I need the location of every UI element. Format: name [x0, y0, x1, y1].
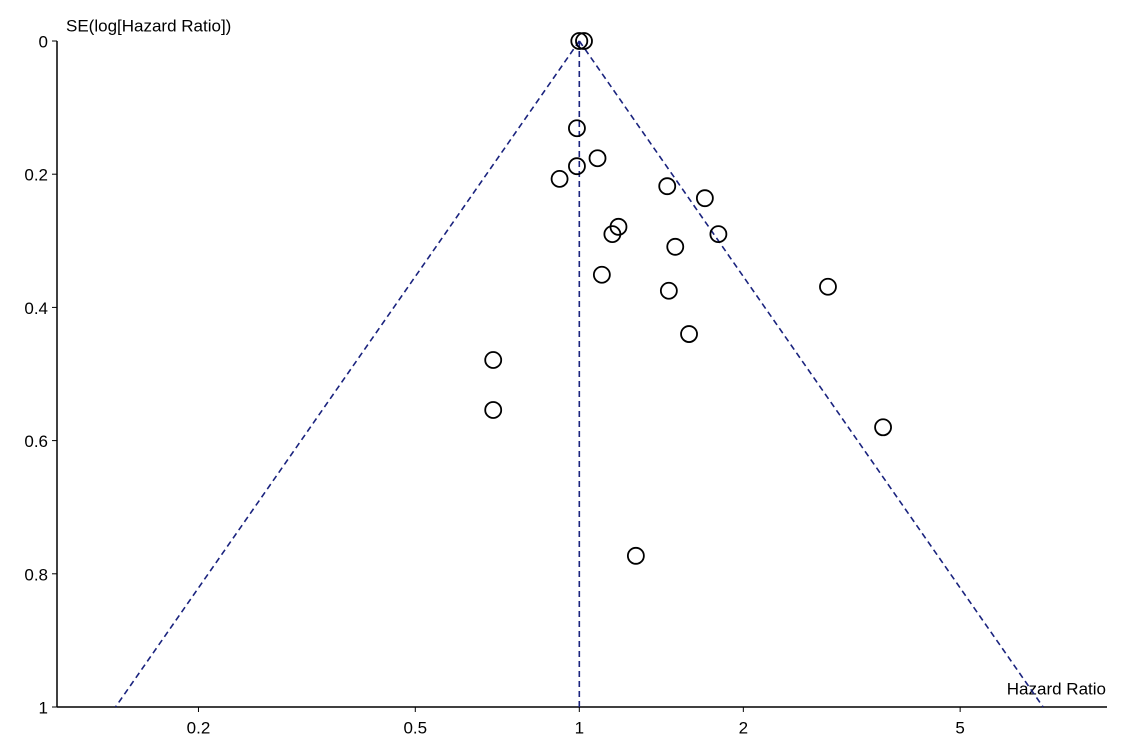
- x-tick-label: 2: [739, 718, 748, 737]
- y-tick-label: 0.6: [24, 432, 48, 451]
- y-tick-label: 0.8: [24, 565, 48, 584]
- y-axis-title: SE(log[Hazard Ratio]): [66, 16, 231, 35]
- y-tick-label: 1: [39, 698, 48, 717]
- study-point: [666, 237, 685, 256]
- study-point: [592, 265, 611, 284]
- study-point: [484, 351, 503, 369]
- study-point: [603, 225, 622, 244]
- y-tick-label: 0: [39, 32, 48, 51]
- funnel-left: [114, 40, 580, 708]
- study-point: [819, 277, 837, 296]
- x-tick-label: 5: [955, 718, 964, 737]
- funnel-right: [578, 40, 1044, 708]
- study-point: [484, 401, 503, 419]
- study-point: [659, 281, 678, 300]
- x-tick-label: 0.2: [187, 718, 211, 737]
- study-point: [709, 225, 728, 244]
- x-tick-label: 0.5: [403, 718, 427, 737]
- study-point: [568, 157, 586, 176]
- study-point: [575, 32, 593, 50]
- study-point: [658, 177, 677, 196]
- study-point: [680, 325, 698, 343]
- x-axis-title: Hazard Ratio: [1007, 679, 1106, 698]
- study-point: [626, 546, 645, 565]
- y-tick-label: 0.4: [24, 299, 48, 318]
- study-point: [568, 119, 586, 138]
- y-tick-label: 0.2: [24, 166, 48, 185]
- study-point: [550, 169, 569, 188]
- x-tick-label: 1: [575, 718, 584, 737]
- study-point: [695, 189, 714, 208]
- study-point: [588, 149, 607, 168]
- study-point: [874, 418, 892, 437]
- study-point: [570, 32, 589, 50]
